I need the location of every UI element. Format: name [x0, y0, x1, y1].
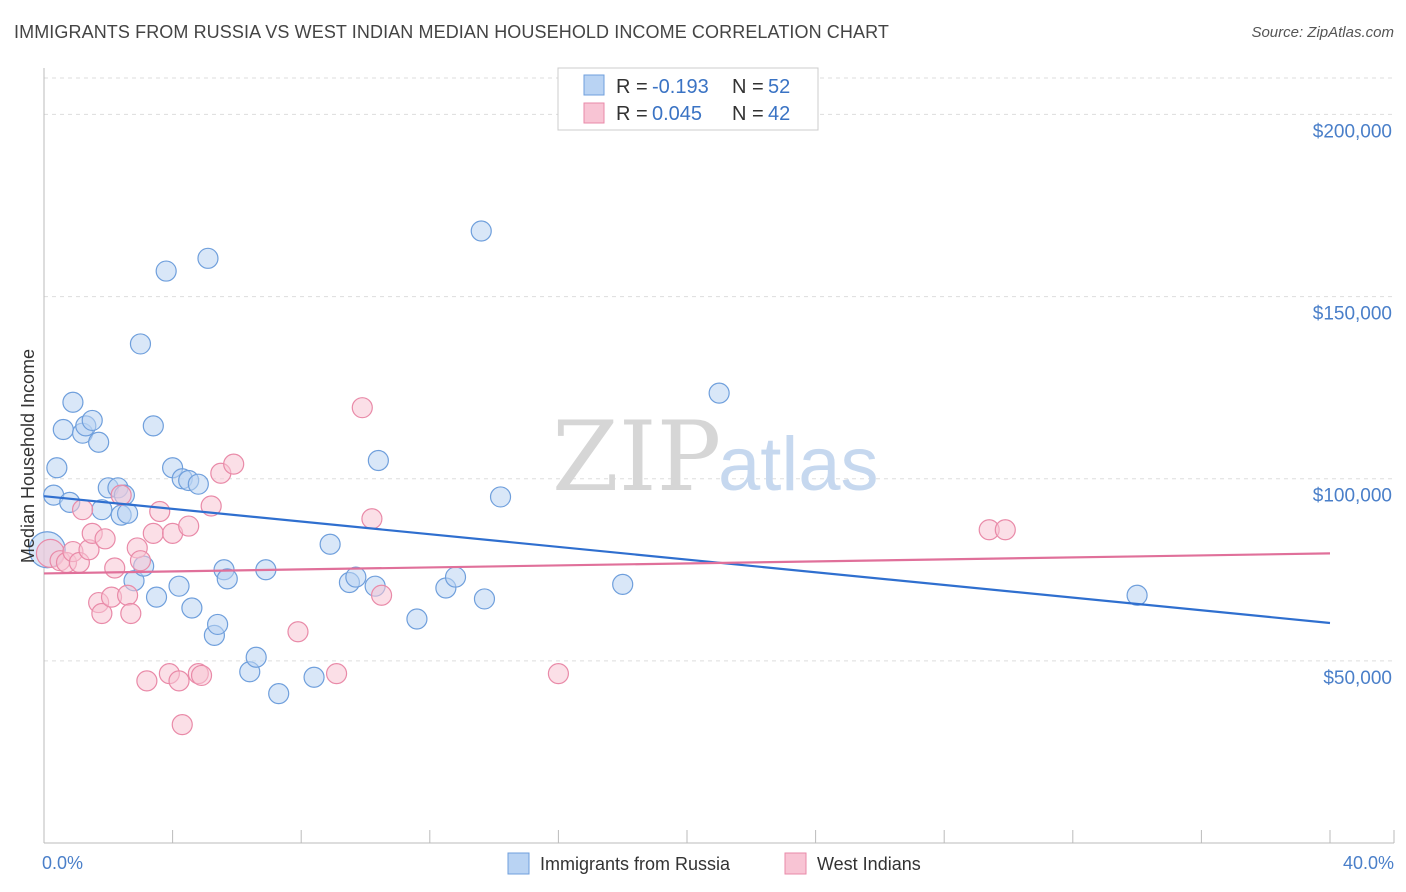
- russia-point-9: [88, 431, 110, 453]
- x-tick-labels: 0.0% 40.0%: [42, 853, 1394, 873]
- russia-point-43: [406, 608, 428, 630]
- russia-point-51: [1126, 584, 1148, 606]
- russia-point-32: [216, 568, 238, 590]
- westindian-point-32: [325, 663, 348, 685]
- stats-n-value-westindian: 42: [768, 103, 790, 125]
- watermark-atlas: atlas: [718, 422, 879, 507]
- russia-point-19: [142, 415, 164, 437]
- legend-swatch-westindian: [784, 852, 807, 875]
- westindian-point-34: [361, 508, 383, 530]
- axes: [43, 68, 1395, 844]
- russia-point-2: [46, 457, 68, 479]
- westindian-point-35: [370, 584, 393, 606]
- russia-point-15: [116, 502, 139, 524]
- westindian-point-9: [91, 602, 113, 625]
- westindian-point-14: [116, 584, 139, 606]
- stats-n-label-russia: N =: [732, 76, 764, 98]
- westindian-point-38: [994, 519, 1016, 541]
- westindian-point-24: [171, 714, 193, 736]
- russia-point-26: [181, 597, 203, 619]
- y-tick-label-3: $200,000: [1313, 121, 1392, 142]
- westindian-point-18: [136, 670, 158, 692]
- stats-r-value-russia: -0.193: [652, 76, 709, 98]
- westindian-point-33: [351, 397, 373, 419]
- russia-point-28: [197, 247, 219, 269]
- russia-point-17: [129, 333, 152, 355]
- legend-swatch-russia: [507, 852, 530, 875]
- russia-point-45: [444, 566, 467, 588]
- source-label: Source: ZipAtlas.com: [1251, 24, 1394, 41]
- russia-point-38: [319, 533, 341, 555]
- y-tick-labels: $50,000 $100,000 $150,000 $200,000: [1313, 121, 1392, 688]
- y-tick-label-1: $100,000: [1313, 486, 1392, 507]
- stats-r-label-westindian: R =: [616, 103, 648, 125]
- westindian-trend-line: [43, 552, 1331, 575]
- westindian-point-19: [142, 522, 164, 544]
- russia-point-20: [145, 586, 168, 608]
- watermark-zip: ZIP: [552, 401, 721, 513]
- russia-point-8: [81, 409, 103, 432]
- westindian-point-23: [168, 670, 190, 692]
- x-tick-label-max: 40.0%: [1343, 853, 1394, 873]
- stats-r-label-russia: R =: [616, 76, 648, 98]
- russia-point-23: [168, 575, 190, 597]
- y-tick-label-2: $150,000: [1313, 304, 1392, 325]
- stats-n-value-russia: 52: [768, 76, 790, 98]
- stats-legend: R = -0.193 N = 52 R = 0.045 N = 42: [557, 67, 819, 131]
- russia-point-49: [612, 573, 634, 595]
- westindian-point-36: [547, 663, 570, 685]
- russia-point-30: [207, 613, 229, 636]
- westindian-point-30: [223, 453, 245, 475]
- legend-label-russia: Immigrants from Russia: [540, 854, 731, 874]
- russia-point-46: [470, 220, 492, 242]
- russia-point-37: [303, 666, 325, 688]
- x-tick-label-min: 0.0%: [42, 853, 83, 873]
- y-axis-label: Median Household Income: [18, 349, 38, 563]
- russia-point-42: [367, 449, 389, 472]
- russia-point-50: [708, 382, 730, 404]
- westindian-point-5: [71, 499, 94, 521]
- russia-point-5: [62, 391, 84, 413]
- chart-title: IMMIGRANTS FROM RUSSIA VS WEST INDIAN ME…: [14, 22, 889, 42]
- westindian-point-17: [129, 550, 152, 572]
- westindian-point-25: [178, 515, 200, 537]
- russia-point-36: [268, 683, 290, 705]
- russia-point-40: [345, 566, 367, 588]
- data-points: [28, 220, 1148, 736]
- stats-legend-swatch-russia: [583, 74, 605, 96]
- stats-legend-swatch-westindian: [583, 102, 605, 124]
- russia-point-34: [245, 646, 267, 668]
- westindian-point-20: [149, 500, 171, 523]
- trend-lines: [43, 495, 1331, 625]
- russia-trend-line: [43, 495, 1331, 625]
- russia-point-47: [473, 588, 496, 610]
- westindian-point-12: [104, 557, 126, 579]
- series-legend: Immigrants from Russia West Indians: [507, 852, 921, 875]
- y-tick-label-0: $50,000: [1323, 668, 1392, 689]
- westindian-point-10: [94, 528, 116, 550]
- westindian-point-15: [120, 602, 142, 625]
- westindian-point-28: [200, 495, 222, 517]
- russia-point-48: [489, 486, 512, 508]
- russia-point-21: [155, 260, 177, 282]
- stats-r-value-westindian: 0.045: [652, 103, 702, 125]
- stats-n-label-westindian: N =: [732, 103, 764, 125]
- legend-label-westindian: West Indians: [817, 854, 921, 874]
- russia-point-3: [52, 418, 74, 441]
- westindian-point-13: [110, 484, 132, 506]
- westindian-point-27: [190, 664, 213, 687]
- westindian-point-31: [287, 621, 309, 643]
- russia-point-27: [187, 473, 209, 495]
- grid-lines: [44, 77, 1394, 662]
